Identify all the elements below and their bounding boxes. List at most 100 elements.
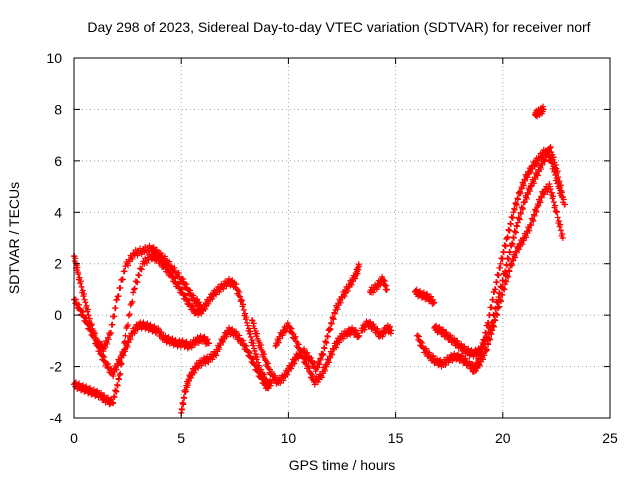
- data-point: [379, 333, 386, 340]
- data-point: [284, 371, 291, 378]
- data-point: [101, 392, 108, 399]
- data-point: [535, 202, 542, 209]
- data-point: [370, 321, 377, 328]
- data-point: [244, 322, 251, 329]
- data-point: [258, 371, 265, 378]
- data-point: [253, 350, 260, 357]
- data-point: [557, 227, 564, 234]
- data-point: [504, 233, 511, 240]
- data-point: [509, 241, 516, 248]
- data-point: [519, 206, 526, 213]
- data-point: [513, 249, 520, 256]
- data-point: [547, 143, 554, 150]
- data-point: [129, 256, 136, 263]
- data-point: [555, 174, 562, 181]
- data-point: [488, 331, 495, 338]
- x-tick-label: 15: [388, 430, 404, 446]
- data-point: [554, 168, 561, 175]
- data-point: [108, 329, 115, 336]
- data-point: [527, 183, 534, 190]
- data-point: [510, 235, 517, 241]
- data-point: [84, 306, 91, 313]
- data-point: [348, 281, 355, 288]
- data-point: [258, 366, 265, 373]
- data-point: [518, 210, 525, 217]
- data-point: [318, 374, 325, 381]
- data-point: [427, 293, 434, 300]
- data-point: [220, 338, 227, 345]
- data-point: [493, 311, 500, 318]
- data-point: [76, 301, 83, 308]
- data-point: [326, 325, 333, 332]
- data-point: [510, 257, 517, 264]
- data-point: [496, 303, 503, 310]
- data-point: [501, 286, 508, 293]
- data-point: [525, 191, 532, 198]
- data-point: [519, 205, 526, 212]
- data-point: [236, 289, 243, 295]
- data-point: [540, 106, 547, 113]
- data-point: [115, 375, 122, 382]
- data-point: [559, 193, 566, 200]
- data-point: [555, 218, 562, 225]
- data-point: [554, 214, 561, 221]
- data-point: [494, 312, 501, 319]
- data-point: [82, 299, 89, 306]
- data-point: [550, 193, 557, 200]
- data-point: [532, 207, 539, 214]
- data-point: [491, 323, 498, 330]
- data-point: [98, 389, 105, 396]
- data-point: [121, 348, 128, 355]
- data-point: [308, 354, 315, 361]
- data-point: [324, 332, 331, 339]
- data-point: [116, 376, 123, 383]
- data-point: [559, 230, 566, 237]
- data-point: [451, 335, 458, 342]
- data-point: [431, 299, 438, 306]
- data-point: [320, 344, 327, 351]
- data-point: [113, 296, 120, 303]
- data-point: [279, 332, 286, 339]
- data-point: [183, 281, 190, 288]
- data-point: [111, 394, 118, 401]
- data-point: [191, 369, 198, 376]
- data-point: [512, 228, 519, 235]
- data-point: [78, 308, 85, 315]
- data-point: [514, 219, 521, 226]
- data-point: [125, 321, 132, 328]
- data-point: [334, 306, 341, 313]
- data-point: [454, 337, 461, 344]
- data-point: [161, 253, 168, 260]
- data-point: [254, 359, 261, 366]
- data-point: [515, 196, 522, 203]
- data-point: [336, 339, 343, 346]
- data-point: [155, 325, 162, 332]
- data-point: [505, 274, 512, 281]
- data-point: [268, 368, 275, 375]
- data-point: [117, 284, 124, 291]
- data-point: [537, 199, 544, 206]
- data-point: [329, 315, 336, 322]
- data-point: [136, 272, 143, 279]
- data-point: [180, 401, 187, 408]
- data-point: [157, 249, 164, 256]
- data-point: [354, 270, 361, 277]
- data-point: [134, 279, 141, 286]
- data-point: [513, 201, 520, 208]
- data-point: [194, 296, 201, 303]
- data-point: [109, 399, 116, 406]
- data-point: [500, 285, 507, 292]
- data-point: [205, 300, 212, 307]
- data-point: [352, 327, 359, 334]
- data-point: [105, 361, 112, 367]
- data-point: [331, 310, 338, 317]
- data-point: [249, 355, 256, 362]
- data-point: [254, 364, 261, 371]
- data-point: [87, 323, 94, 330]
- data-point: [131, 330, 138, 337]
- data-point: [100, 357, 107, 364]
- data-point: [202, 305, 209, 312]
- data-point: [254, 368, 261, 375]
- data-point: [197, 301, 204, 308]
